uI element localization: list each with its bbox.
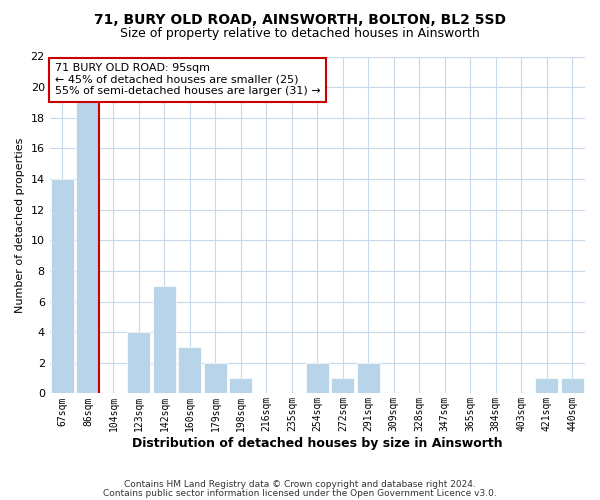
Bar [561, 378, 584, 394]
Y-axis label: Number of detached properties: Number of detached properties [15, 138, 25, 312]
Bar [178, 348, 202, 394]
Bar [357, 363, 380, 394]
Bar [127, 332, 151, 394]
Text: Contains public sector information licensed under the Open Government Licence v3: Contains public sector information licen… [103, 488, 497, 498]
Bar [331, 378, 354, 394]
Bar [306, 363, 329, 394]
Bar [51, 179, 74, 394]
Text: Size of property relative to detached houses in Ainsworth: Size of property relative to detached ho… [120, 28, 480, 40]
Bar [229, 378, 253, 394]
Bar [535, 378, 558, 394]
Text: 71, BURY OLD ROAD, AINSWORTH, BOLTON, BL2 5SD: 71, BURY OLD ROAD, AINSWORTH, BOLTON, BL… [94, 12, 506, 26]
Bar [153, 286, 176, 394]
Text: Contains HM Land Registry data © Crown copyright and database right 2024.: Contains HM Land Registry data © Crown c… [124, 480, 476, 489]
X-axis label: Distribution of detached houses by size in Ainsworth: Distribution of detached houses by size … [132, 437, 503, 450]
Bar [204, 363, 227, 394]
Text: 71 BURY OLD ROAD: 95sqm
← 45% of detached houses are smaller (25)
55% of semi-de: 71 BURY OLD ROAD: 95sqm ← 45% of detache… [55, 63, 320, 96]
Bar [76, 102, 100, 394]
